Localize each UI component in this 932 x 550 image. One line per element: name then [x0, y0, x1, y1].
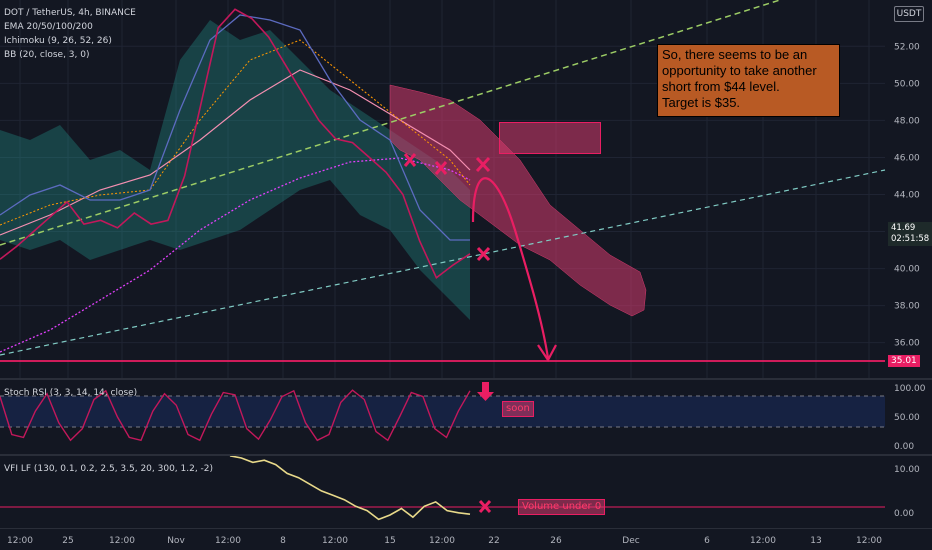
vfi-pane: [0, 456, 885, 528]
time-tick-label: 15: [384, 536, 395, 546]
ema-100-line: [0, 69, 471, 236]
pane-separator[interactable]: [0, 378, 932, 380]
target-price-tag: 35.01: [888, 355, 920, 367]
time-tick-label: 12:00: [7, 536, 33, 546]
vfi-legend[interactable]: VFI LF (130, 0.1, 0.2, 2.5, 3.5, 20, 300…: [4, 464, 214, 474]
stoch-rsi-pane: [0, 380, 885, 454]
note-line: So, there seems to be an: [662, 47, 808, 62]
note-line: Target is $35.: [662, 95, 741, 110]
stoch-tick-label: 50.00: [894, 413, 920, 423]
pink-annotation-box: [499, 122, 601, 154]
stoch-rsi-band: [0, 396, 885, 427]
time-tick-label: 12:00: [215, 536, 241, 546]
ema-20-line: [0, 14, 470, 241]
trend-line-lower: [0, 169, 886, 356]
symbol-legend[interactable]: DOT / TetherUS, 4h, BINANCE: [4, 8, 136, 18]
time-tick-label: 8: [280, 536, 286, 546]
soon-note: soon: [502, 401, 534, 417]
projection-arrow: [471, 177, 550, 359]
time-tick-label: 12:00: [429, 536, 455, 546]
price-tick-label: 40.00: [894, 265, 920, 275]
time-tick-label: 12:00: [856, 536, 882, 546]
pane-separator: [0, 528, 932, 529]
price-tick-label: 36.00: [894, 339, 920, 349]
time-tick-label: Dec: [622, 536, 639, 546]
price-tick-label: 50.00: [894, 79, 920, 89]
projection-arrowhead: [537, 344, 557, 363]
stoch-down-arrow: [477, 382, 494, 401]
current-price-tag: 41.69 02:51:58: [888, 222, 932, 246]
analysis-note: So, there seems to be an opportunity to …: [657, 44, 840, 117]
stoch-rsi-line: [0, 389, 471, 442]
stoch-rsi-legend[interactable]: Stoch RSI (3, 3, 14, 14, close): [4, 388, 138, 398]
time-tick-label: 26: [550, 536, 562, 546]
time-tick-label: 12:00: [322, 536, 348, 546]
price-tick-label: 44.00: [894, 190, 920, 200]
price-axis: 36.0038.0040.0042.0044.0046.0048.0050.00…: [894, 42, 920, 348]
vfi-tick-label: 10.00: [894, 465, 920, 475]
volume-note: Volume under 0: [518, 499, 606, 515]
price-tick-label: 46.00: [894, 153, 920, 163]
time-tick-label: 6: [704, 536, 710, 546]
price-tick-label: 52.00: [894, 42, 920, 52]
vfi-cross-marker: [478, 499, 492, 514]
vfi-axis: 0.00 10.00: [894, 465, 920, 519]
bollinger-legend[interactable]: BB (20, close, 3, 0): [4, 50, 90, 60]
trend-line-upper: [0, 0, 781, 246]
time-tick-label: 13: [810, 536, 821, 546]
stoch-rsi-axis: 0.00 50.00 100.00: [894, 384, 926, 452]
time-axis: 12:00 25 12:00 Nov 12:00 8 12:00 15 12:00 22 26 Dec…: [7, 536, 882, 546]
time-tick-label: 22: [488, 536, 499, 546]
vfi-tick-label: 0.00: [894, 509, 914, 519]
time-tick-label: Nov: [167, 536, 185, 546]
rejection-cross-marker: [403, 153, 491, 262]
time-tick-label: 12:00: [750, 536, 776, 546]
time-tick-label: 25: [62, 536, 73, 546]
ema-200-line: [0, 157, 471, 353]
price-line: [0, 8, 471, 280]
vfi-line: [229, 455, 471, 521]
candle-countdown: 02:51:58: [891, 234, 930, 244]
note-line: opportunity to take another: [662, 63, 817, 78]
ema-legend[interactable]: EMA 20/50/100/200: [4, 22, 93, 32]
note-line: short from $44 level.: [662, 79, 780, 94]
ichimoku-legend[interactable]: Ichimoku (9, 26, 52, 26): [4, 36, 112, 46]
price-tick-label: 48.00: [894, 116, 920, 126]
stoch-tick-label: 0.00: [894, 442, 914, 452]
pane-separator[interactable]: [0, 454, 932, 456]
price-tick-label: 38.00: [894, 302, 920, 312]
currency-button[interactable]: USDT: [894, 6, 924, 22]
bollinger-band: [0, 20, 470, 320]
stoch-tick-label: 100.00: [894, 384, 926, 394]
time-tick-label: 12:00: [109, 536, 135, 546]
current-price: 41.69: [891, 223, 916, 233]
